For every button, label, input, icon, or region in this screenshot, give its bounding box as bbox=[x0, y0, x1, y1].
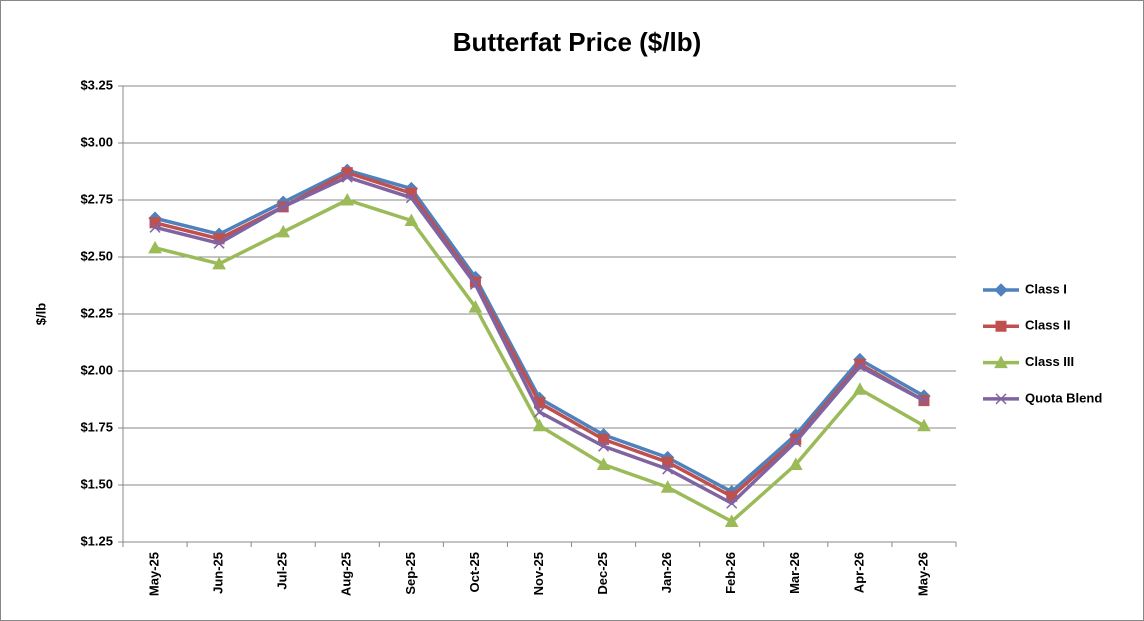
x-tick-label: Oct-25 bbox=[467, 552, 482, 592]
chart-title: Butterfat Price ($/lb) bbox=[453, 27, 702, 57]
legend-label: Class II bbox=[1025, 318, 1071, 333]
x-tick-label: Jun-25 bbox=[211, 552, 226, 594]
data-point bbox=[532, 418, 547, 432]
data-point bbox=[662, 456, 674, 468]
y-tick-label: $3.25 bbox=[80, 77, 113, 92]
y-tick-label: $1.25 bbox=[80, 533, 113, 548]
y-tick-label: $1.50 bbox=[80, 476, 113, 491]
data-point bbox=[918, 395, 930, 407]
data-point bbox=[468, 300, 483, 313]
legend-marker bbox=[994, 355, 1008, 369]
x-tick-label: May-26 bbox=[915, 552, 930, 596]
data-point bbox=[854, 360, 866, 372]
data-point bbox=[276, 224, 291, 238]
data-point bbox=[660, 480, 675, 493]
data-point bbox=[790, 436, 802, 448]
x-tick-label: Sep-25 bbox=[403, 552, 418, 595]
data-point bbox=[404, 213, 419, 227]
data-point bbox=[340, 192, 355, 206]
data-point bbox=[598, 433, 610, 445]
data-point bbox=[533, 406, 546, 418]
data-point bbox=[149, 221, 161, 233]
data-point bbox=[853, 382, 867, 395]
y-tick-label: $1.75 bbox=[80, 419, 113, 434]
data-point bbox=[277, 201, 289, 213]
data-point bbox=[405, 192, 417, 204]
y-tick-label: $3.00 bbox=[80, 134, 113, 149]
y-tick-label: $2.75 bbox=[80, 191, 113, 206]
data-point bbox=[469, 278, 481, 290]
data-point bbox=[662, 463, 674, 475]
data-point bbox=[724, 514, 739, 527]
legend-marker bbox=[994, 283, 1008, 297]
x-tick-label: Mar-26 bbox=[787, 552, 802, 594]
y-tick-label: $2.50 bbox=[80, 248, 113, 263]
x-tick-label: Dec-25 bbox=[595, 552, 610, 595]
data-point bbox=[341, 171, 353, 183]
data-point bbox=[148, 240, 162, 254]
data-point bbox=[788, 457, 803, 470]
x-tick-label: Feb-26 bbox=[723, 552, 738, 594]
y-tick-label: $2.00 bbox=[80, 362, 113, 377]
data-point bbox=[213, 237, 225, 249]
y-axis-title: $/lb bbox=[33, 303, 48, 325]
data-point bbox=[596, 457, 611, 470]
legend-label: Class III bbox=[1025, 354, 1074, 369]
legend-marker bbox=[995, 393, 1007, 405]
legend-label: Quota Blend bbox=[1025, 390, 1102, 405]
data-point bbox=[726, 497, 738, 509]
legend-label: Class I bbox=[1025, 281, 1067, 296]
data-point bbox=[598, 440, 610, 452]
x-tick-label: Aug-25 bbox=[339, 552, 354, 596]
x-tick-label: Apr-26 bbox=[851, 552, 866, 593]
x-tick-label: Jan-26 bbox=[659, 552, 674, 593]
y-tick-label: $2.25 bbox=[80, 305, 113, 320]
legend-marker bbox=[995, 320, 1007, 332]
x-tick-label: Nov-25 bbox=[531, 552, 546, 595]
data-point bbox=[917, 418, 931, 432]
x-tick-label: May-25 bbox=[146, 552, 161, 596]
x-tick-label: Jul-25 bbox=[275, 552, 290, 590]
data-point bbox=[212, 256, 226, 270]
